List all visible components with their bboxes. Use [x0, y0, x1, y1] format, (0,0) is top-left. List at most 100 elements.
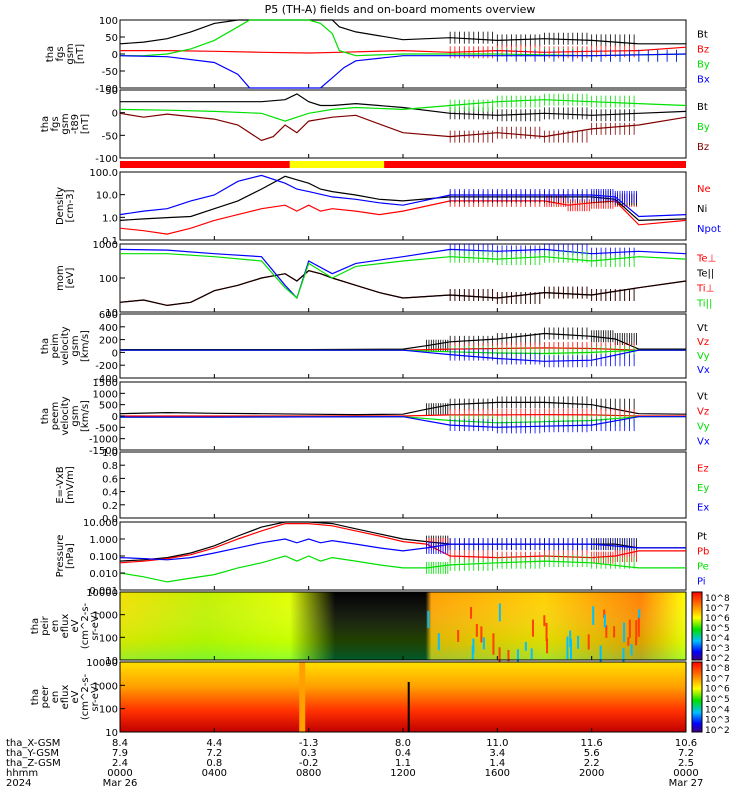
legend-entry: Ti⊥ — [696, 284, 714, 295]
heatmap-cell — [470, 607, 472, 619]
legend-entry: Vy — [697, 351, 710, 362]
y-tick-label: 0.100 — [89, 552, 118, 563]
y-axis-label: [eV] — [65, 268, 76, 289]
colorbar-tick-label: 10^4 — [705, 705, 730, 715]
heatmap-band — [299, 662, 305, 732]
mode-bar — [120, 161, 686, 168]
y-tick-label: 0.2 — [102, 501, 118, 512]
y-tick-label: 200 — [99, 336, 118, 347]
y-tick-label: -200 — [95, 361, 118, 372]
y-axis-label: [nT] — [75, 44, 86, 64]
y-tick-label: 0.010 — [89, 569, 118, 580]
heatmap-cell — [532, 620, 534, 637]
heatmap-band — [408, 682, 410, 732]
colorbar-tick-label: 10^3 — [705, 716, 730, 726]
y-tick-label: -50 — [102, 67, 118, 78]
mode-bar-segment — [384, 161, 686, 168]
panel-peim_velocity: VtVzVyVx6004002000-200-400tha peim velocit… — [40, 310, 710, 385]
legend-entry: Pb — [697, 547, 709, 558]
heatmap-cell — [427, 611, 429, 628]
heatmap-cell — [577, 636, 579, 649]
heatmap-cell — [627, 637, 629, 645]
legend-entry: Vz — [697, 337, 709, 348]
x-axis-row-value: 1600 — [485, 768, 510, 779]
x-axis-row-value: 0800 — [296, 768, 321, 779]
legend-entry: Ex — [697, 502, 709, 513]
legend-entry: Bx — [697, 75, 710, 86]
legend-entry: Bt — [697, 102, 708, 113]
x-axis-row-value: Mar 27 — [669, 778, 704, 789]
heatmap-cell — [472, 646, 474, 660]
legend-entry: Vt — [697, 323, 708, 334]
legend-entry: Bz — [697, 45, 709, 56]
colorbar-tick-label: 10^3 — [705, 644, 730, 654]
y-tick-label: 10000 — [86, 588, 118, 599]
heatmap-cell — [623, 623, 625, 643]
legend-entry: Vz — [697, 407, 709, 418]
colorbar-tick-label: 10^5 — [705, 624, 730, 634]
heatmap-cell — [604, 615, 606, 628]
heatmap-cell — [569, 631, 571, 648]
heatmap-cell — [507, 650, 509, 661]
panel-pressure: Pt Pb Pe Pi 10.000 1.000 0.100 0.010 0.001 Pressu… — [55, 518, 709, 597]
y-tick-label: 50 — [105, 33, 118, 44]
y-tick-label: 10.0 — [96, 191, 118, 202]
legend-entry: By — [697, 122, 710, 133]
x-axis-row-label: 2024 — [6, 778, 31, 789]
y-tick-label: 50 — [105, 86, 118, 97]
panel-frame — [120, 452, 686, 518]
legend-entry: Bt — [697, 30, 708, 41]
colorbar-tick-label: 10^6 — [705, 614, 730, 624]
colorbar-tick-label: 10^2 — [705, 654, 730, 664]
panel-fgs_minus_t89: Bt By Bz 50 0 -50 -100 tha fgs gsm -t89 [nT] — [40, 86, 710, 165]
y-tick-label: 10000 — [86, 658, 118, 669]
heatmap-cell — [631, 644, 633, 655]
heatmap-cell — [546, 623, 548, 641]
panel-peem_velocity: Vt Vz Vy Vx 150010005000-500-1000-1500 tha pee… — [40, 378, 710, 457]
y-tick-label: 600 — [99, 310, 118, 321]
panel-density: Ne Ni Npot 100.0 10.0 1.0 0.1 Density [cm-3] — [55, 168, 721, 247]
y-tick-label: 0.8 — [102, 461, 118, 472]
y-tick-label: -50 — [102, 131, 118, 142]
heatmap-cell — [499, 603, 501, 621]
y-tick-label: -500 — [95, 423, 118, 434]
y-axis-label: sr-eV) — [90, 682, 101, 711]
y-tick-label: 400 — [99, 323, 118, 334]
legend-entry: Vx — [697, 365, 710, 376]
colorbar-tick-label: 10^7 — [705, 604, 730, 614]
panel-temperature: Te⊥Te||Ti⊥Ti||100010010mom [eV] — [55, 240, 716, 319]
x-axis-row-value: Mar 26 — [103, 778, 138, 789]
y-tick-label: 10.000 — [83, 518, 118, 529]
legend-entry: Ez — [697, 464, 709, 475]
y-tick-label: 100.0 — [89, 168, 118, 179]
heatmap-cell — [592, 606, 594, 625]
heatmap-cell — [457, 630, 459, 642]
legend-entry: Ne — [697, 184, 711, 195]
y-axis-label: [km/s] — [80, 400, 91, 432]
colorbar-tick-label: 10^8 — [705, 594, 730, 604]
legend-entry: Vy — [697, 422, 710, 433]
y-tick-label: 1500 — [93, 378, 118, 389]
legend-entry: Ey — [697, 483, 709, 494]
y-tick-label: 1.0 — [102, 448, 118, 459]
y-tick-label: 1000 — [93, 389, 118, 400]
x-axis-row-value: 1200 — [390, 768, 415, 779]
panel-peer_eflux: 10^810^710^610^510^410^310^2100001000100… — [30, 658, 730, 739]
legend-entry: By — [697, 60, 710, 71]
colorbar-tick-label: 10^7 — [705, 674, 730, 684]
colorbar-tick-label: 10^6 — [705, 685, 730, 695]
legend-entry: Vx — [697, 437, 710, 448]
heatmap-cell — [525, 642, 527, 651]
colorbar-tick-label: 10^2 — [705, 726, 730, 736]
legend-entry: Ni — [697, 204, 707, 215]
colorbar — [692, 662, 702, 732]
y-axis-label: [mV/m] — [65, 466, 76, 504]
panel-peir_eflux: 10^810^710^610^510^410^310^2100001000100… — [30, 588, 730, 672]
y-axis-label: [nT] — [80, 114, 91, 134]
y-tick-label: 0 — [112, 412, 118, 423]
y-tick-label: 1000 — [93, 240, 118, 251]
y-tick-label: 1.000 — [89, 535, 118, 546]
y-tick-label: 0 — [112, 50, 118, 61]
y-tick-label: 100 — [99, 705, 118, 716]
colorbar-tick-label: 10^8 — [705, 664, 730, 674]
